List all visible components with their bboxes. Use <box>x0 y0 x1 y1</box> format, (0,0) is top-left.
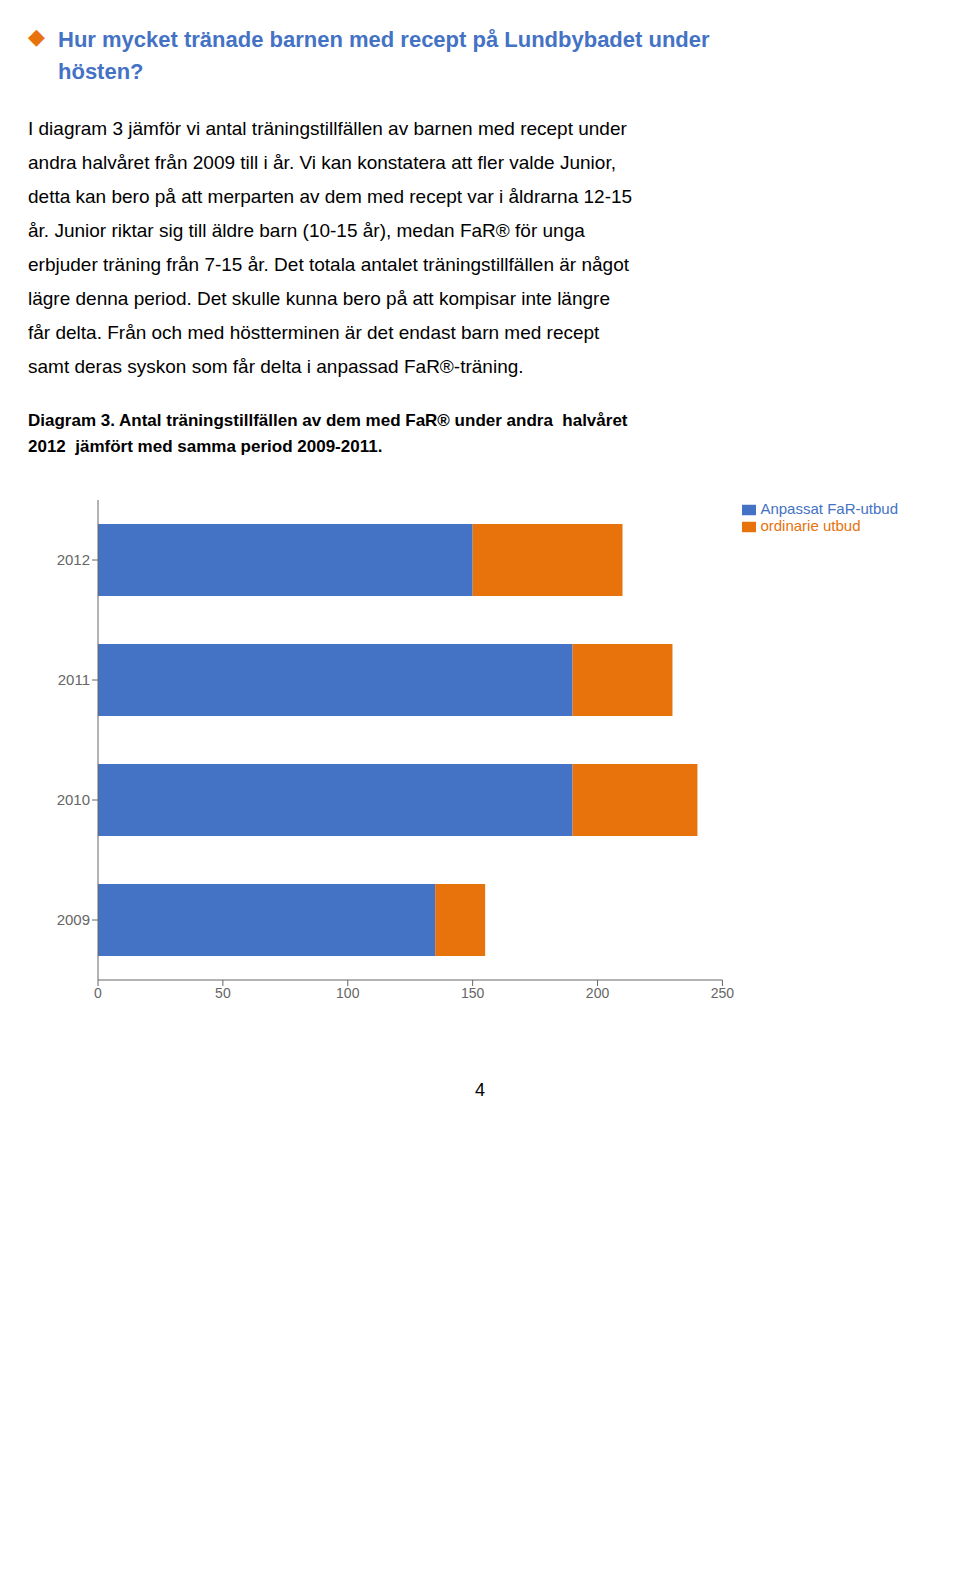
html-text:erbjuder träning från 7-15 år.: erbjuder träning från 7-15 år. Det total… <box>28 254 629 275</box>
svg-text:0: 0 <box>94 985 102 1001</box>
html-text:får delta. Från och med höstte: får delta. Från och med höstterminen är … <box>28 322 600 343</box>
svg-text:200: 200 <box>586 985 610 1001</box>
svg-text:150: 150 <box>461 985 485 1001</box>
svg-text:2011: 2011 <box>58 671 90 688</box>
html-text:Diagram 3. Antal träningstillf: Diagram 3. Antal träningstillfällen av d… <box>28 411 628 430</box>
svg-text:2009: 2009 <box>57 911 90 928</box>
html-text:hösten?: hösten? <box>58 59 144 84</box>
svg-text:2012: 2012 <box>57 551 90 568</box>
svg-text:2010: 2010 <box>57 791 90 808</box>
html-text:2012 jämfört med samma period: 2012 jämfört med samma period 2009-2011. <box>28 437 383 456</box>
html-text:4: 4 <box>475 1080 485 1100</box>
svg-text:50: 50 <box>215 985 231 1001</box>
html-text:andra halvåret från 2009 till: andra halvåret från 2009 till i år. Vi k… <box>28 152 616 173</box>
svg-text:100: 100 <box>336 985 360 1001</box>
html-text:samt deras syskon som får delt: samt deras syskon som får delta i anpass… <box>28 356 524 377</box>
html-text:ordinarie utbud: ordinarie utbud <box>760 517 861 534</box>
html-text:Anpassat FaR-utbud: Anpassat FaR-utbud <box>760 500 898 517</box>
html-text:I diagram 3 jämför vi antal tr: I diagram 3 jämför vi antal träningstill… <box>28 118 627 139</box>
svg-text:250: 250 <box>711 985 735 1001</box>
html-text:år. Junior riktar sig till äld: år. Junior riktar sig till äldre barn (1… <box>28 220 585 241</box>
html-text:detta kan bero på att merparte: detta kan bero på att merparten av dem m… <box>28 186 633 207</box>
html-text:lägre denna period. Det skulle: lägre denna period. Det skulle kunna ber… <box>28 288 610 309</box>
html-text:Hur mycket tränade barnen med: Hur mycket tränade barnen med recept på … <box>58 27 710 52</box>
